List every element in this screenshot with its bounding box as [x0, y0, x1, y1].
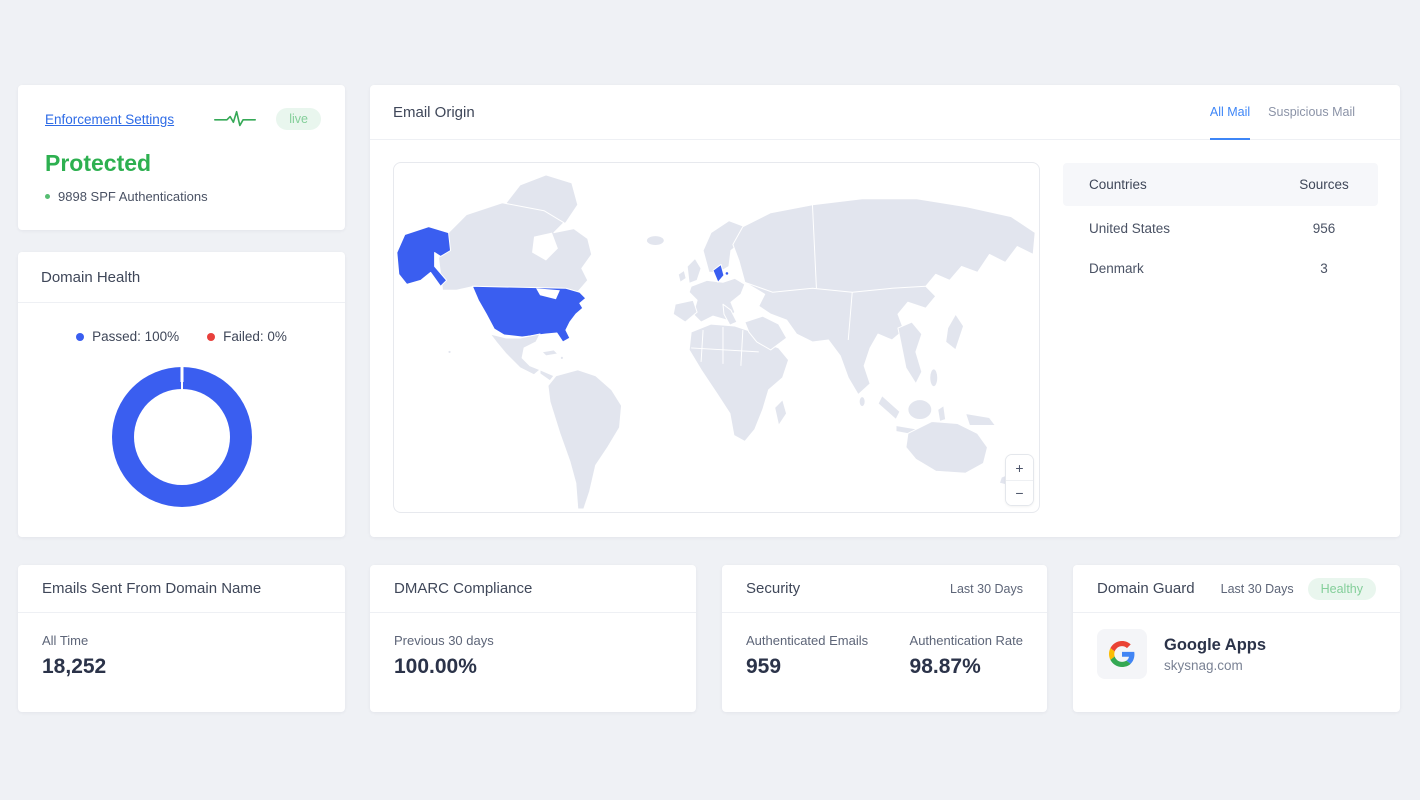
enforcement-settings-link[interactable]: Enforcement Settings: [45, 111, 175, 127]
dmarc-header: DMARC Compliance: [370, 565, 696, 613]
legend-item-passed: Passed: 100%: [76, 329, 179, 344]
domain-health-card: Domain Health Passed: 100% Failed: 0%: [18, 252, 345, 537]
passed-legend-label: Passed: 100%: [92, 329, 180, 344]
card-title: Domain Guard: [1097, 580, 1195, 597]
domain-guard-card: Domain Guard Last 30 Days Healthy Google…: [1073, 565, 1400, 712]
map-countries: [396, 174, 1036, 510]
security-period-label: Last 30 Days: [950, 581, 1023, 596]
spf-authentications-label: 9898 SPF Authentications: [58, 189, 208, 204]
domain-guard-header-right: Last 30 Days Healthy: [1220, 577, 1376, 600]
emails-sent-card: Emails Sent From Domain Name All Time 18…: [18, 565, 345, 712]
previous-30-days-label: Previous 30 days: [394, 633, 494, 648]
healthy-badge: Healthy: [1307, 577, 1376, 600]
country-cell: United States: [1089, 221, 1171, 236]
security-header: Security Last 30 Days: [722, 565, 1047, 613]
guard-period-label: Last 30 Days: [1220, 581, 1294, 596]
authentication-rate-label: Authentication Rate: [909, 633, 1023, 648]
provider-name: Google Apps: [1164, 635, 1267, 654]
email-origin-body: + − Countries Sources United States 956 …: [370, 140, 1400, 513]
donut-legend: Passed: 100% Failed: 0%: [18, 329, 345, 344]
domain-health-donut-chart: [111, 367, 252, 507]
dmarc-body: Previous 30 days 100.00%: [370, 613, 696, 679]
domain-guard-header: Domain Guard Last 30 Days Healthy: [1073, 565, 1400, 613]
map-water-details: [532, 232, 560, 300]
domain-health-header: Domain Health: [18, 252, 345, 303]
email-origin-card: Email Origin All Mail Suspicious Mail: [370, 85, 1400, 537]
authentication-rate-metric: Authentication Rate 98.87%: [910, 633, 1023, 679]
spf-authentications-note: 9898 SPF Authentications: [45, 189, 321, 204]
protection-status: Protected: [45, 150, 152, 176]
sources-cell: 3: [1320, 261, 1328, 276]
passed-legend-dot: [76, 332, 85, 341]
domain-guard-body: Google Apps skysnag.com: [1073, 613, 1400, 679]
map-zoom-controls: + −: [1005, 454, 1034, 506]
card-title: Security: [746, 580, 801, 597]
authenticated-emails-metric: Authenticated Emails 959: [746, 633, 868, 679]
countries-table: Countries Sources United States 956 Denm…: [1063, 163, 1378, 513]
emails-sent-value: 18,252: [42, 655, 107, 678]
enforcement-header-row: Enforcement Settings live: [45, 108, 321, 130]
tab-suspicious-mail[interactable]: Suspicious Mail: [1268, 105, 1355, 119]
provider-info: Google Apps skysnag.com: [1164, 636, 1266, 673]
map-border-lines: [691, 204, 926, 366]
map-zoom-in-button[interactable]: +: [1006, 455, 1033, 480]
card-title: DMARC Compliance: [394, 580, 533, 597]
table-row: Denmark 3: [1063, 251, 1378, 286]
emails-sent-header: Emails Sent From Domain Name: [18, 565, 345, 613]
authentication-rate-value: 98.87%: [909, 655, 981, 678]
email-origin-header: Email Origin All Mail Suspicious Mail: [370, 85, 1400, 140]
card-title: Emails Sent From Domain Name: [42, 580, 262, 597]
card-title: Domain Health: [41, 268, 141, 286]
security-body: Authenticated Emails 959 Authentication …: [722, 613, 1047, 679]
failed-legend-dot: [207, 332, 216, 341]
dmarc-compliance-value: 100.00%: [394, 655, 477, 678]
card-title: Email Origin: [393, 103, 475, 121]
emails-sent-body: All Time 18,252: [18, 613, 345, 679]
heartbeat-icon: [214, 109, 257, 129]
tab-all-mail[interactable]: All Mail: [1209, 85, 1251, 140]
green-dot-icon: [45, 194, 50, 199]
security-card: Security Last 30 Days Authenticated Emai…: [722, 565, 1047, 712]
provider-domain: skysnag.com: [1164, 657, 1243, 673]
enforcement-card: Enforcement Settings live Protected 9898…: [18, 85, 345, 230]
legend-item-failed: Failed: 0%: [207, 329, 287, 344]
countries-table-header: Countries Sources: [1063, 163, 1378, 206]
all-time-label: All Time: [42, 633, 89, 648]
authenticated-emails-label: Authenticated Emails: [746, 633, 869, 648]
world-map[interactable]: + −: [393, 162, 1040, 513]
country-cell: Denmark: [1089, 261, 1144, 276]
authenticated-emails-value: 959: [746, 655, 782, 678]
dmarc-compliance-card: DMARC Compliance Previous 30 days 100.00…: [370, 565, 696, 712]
sources-column-header: Sources: [1299, 177, 1349, 192]
countries-column-header: Countries: [1089, 177, 1147, 192]
failed-legend-label: Failed: 0%: [223, 329, 287, 344]
table-row: United States 956: [1063, 211, 1378, 246]
live-badge: live: [276, 108, 321, 130]
mail-tabs: All Mail Suspicious Mail: [1209, 85, 1355, 140]
sources-cell: 956: [1312, 221, 1336, 236]
map-zoom-out-button[interactable]: −: [1006, 480, 1033, 505]
google-logo-icon: [1097, 629, 1147, 679]
